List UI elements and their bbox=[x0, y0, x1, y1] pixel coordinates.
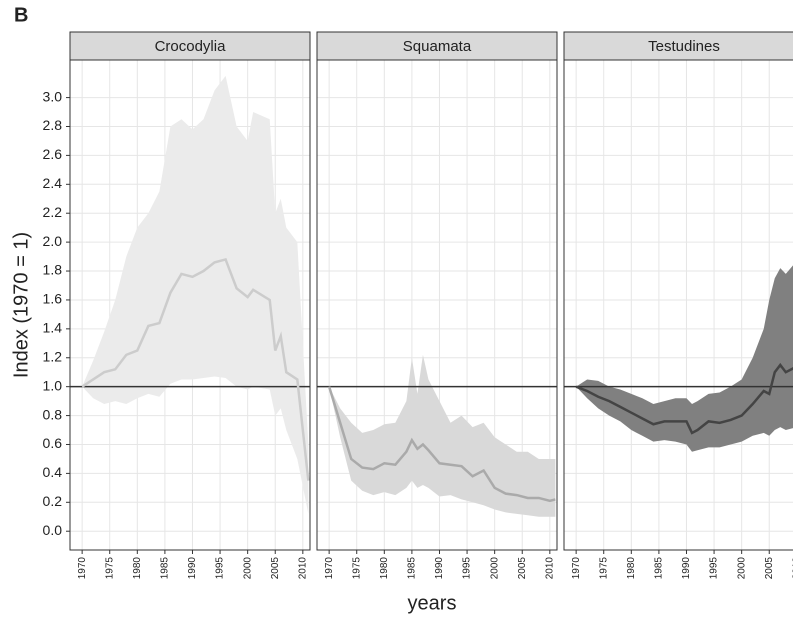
x-tick-label: 1980 bbox=[132, 557, 143, 580]
x-tick-label: 2010 bbox=[791, 557, 793, 580]
y-tick-label: 3.0 bbox=[43, 88, 63, 104]
y-tick-label: 2.2 bbox=[43, 204, 63, 220]
trend-line bbox=[575, 362, 793, 435]
confidence-band bbox=[329, 354, 556, 517]
strip-title: Crocodylia bbox=[155, 38, 227, 55]
y-tick-label: 1.4 bbox=[43, 320, 63, 336]
x-tick-label: 1970 bbox=[77, 557, 88, 580]
x-tick-label: 2000 bbox=[242, 557, 253, 580]
x-tick-label: 1970 bbox=[324, 557, 335, 580]
panel-background bbox=[564, 60, 793, 550]
y-tick-label: 1.0 bbox=[43, 377, 63, 393]
x-tick-label: 1995 bbox=[709, 557, 720, 580]
x-tick-label: 2010 bbox=[544, 557, 555, 580]
confidence-band bbox=[576, 265, 793, 452]
x-tick-label: 2005 bbox=[517, 557, 528, 580]
y-axis-title: Index (1970 = 1) bbox=[10, 232, 32, 378]
x-tick-label: 1990 bbox=[681, 557, 692, 580]
x-tick-label: 1970 bbox=[571, 557, 582, 580]
strip-title: Testudines bbox=[648, 38, 720, 55]
y-tick-label: 0.8 bbox=[43, 406, 63, 422]
x-tick-label: 1995 bbox=[215, 557, 226, 580]
y-tick-label: 2.6 bbox=[43, 146, 63, 162]
x-tick-label: 2005 bbox=[764, 557, 775, 580]
y-tick-label: 2.8 bbox=[43, 117, 63, 133]
x-tick-label: 2010 bbox=[297, 557, 308, 580]
y-tick-label: 1.6 bbox=[43, 291, 63, 307]
strip-title: Squamata bbox=[403, 38, 472, 55]
trend-line bbox=[327, 386, 556, 503]
x-tick-label: 1985 bbox=[654, 557, 665, 580]
x-tick-label: 2000 bbox=[489, 557, 500, 580]
y-tick-label: 2.0 bbox=[43, 233, 63, 249]
x-tick-label: 1975 bbox=[104, 557, 115, 580]
strip bbox=[563, 31, 793, 61]
y-tick-label: 1.2 bbox=[43, 348, 63, 364]
x-tick-label: 1980 bbox=[379, 557, 390, 580]
x-tick-label: 1990 bbox=[187, 557, 198, 580]
x-axis-title: years bbox=[408, 592, 457, 614]
x-tick-label: 2000 bbox=[736, 557, 747, 580]
panel-label: B bbox=[14, 4, 28, 26]
panel bbox=[564, 60, 793, 550]
trend-line bbox=[81, 257, 310, 481]
x-tick-label: 1975 bbox=[351, 557, 362, 580]
x-tick-label: 1990 bbox=[434, 557, 445, 580]
x-tick-label: 1985 bbox=[160, 557, 171, 580]
x-tick-label: 1980 bbox=[626, 557, 637, 580]
y-tick-label: 0.4 bbox=[43, 464, 63, 480]
confidence-band bbox=[82, 75, 309, 514]
x-tick-label: 1975 bbox=[598, 557, 609, 580]
panel bbox=[70, 60, 310, 550]
panel bbox=[317, 60, 557, 550]
x-tick-label: 2005 bbox=[270, 557, 281, 580]
x-tick-label: 1995 bbox=[462, 557, 473, 580]
strip bbox=[69, 31, 311, 61]
y-tick-label: 2.4 bbox=[43, 175, 63, 191]
y-tick-label: 0.2 bbox=[43, 493, 63, 509]
strip bbox=[316, 31, 558, 61]
y-tick-label: 0.6 bbox=[43, 435, 63, 451]
x-tick-label: 1985 bbox=[407, 557, 418, 580]
y-tick-label: 0.0 bbox=[43, 522, 63, 538]
y-tick-label: 1.8 bbox=[43, 262, 63, 278]
